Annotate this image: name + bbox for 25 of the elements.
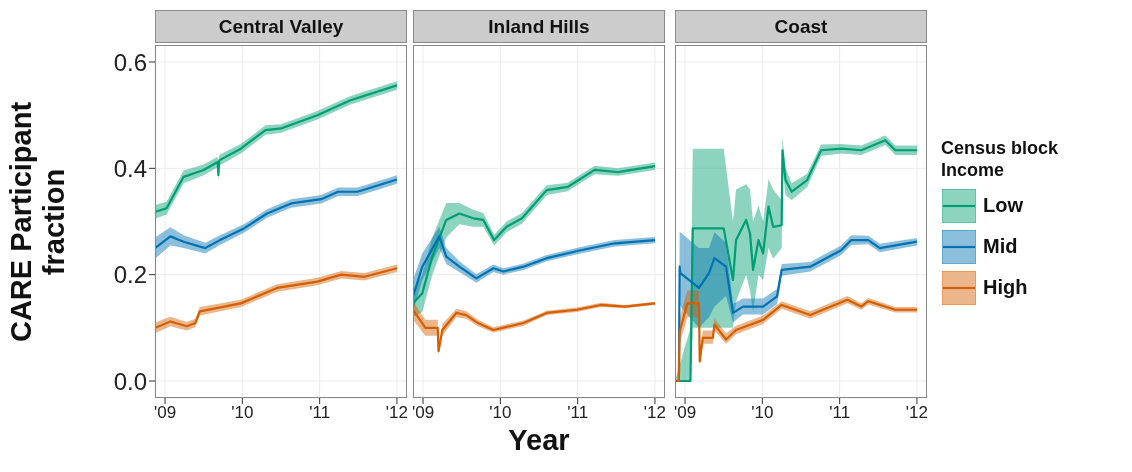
y-tick-label: 0.0 — [113, 367, 147, 395]
legend-label: Low — [983, 194, 1023, 217]
x-tick-label: '12 — [385, 403, 409, 423]
x-tick-label: '11 — [309, 403, 331, 423]
chart-title: Coast — [675, 10, 927, 43]
x-tick-label: '10 — [751, 403, 774, 423]
x-tick-label: '12 — [643, 403, 667, 423]
y-axis-title: CARE Participant fraction — [7, 100, 71, 344]
chart-title: Central Valley — [155, 10, 407, 43]
y-tick-label: 0.6 — [113, 48, 147, 76]
x-tick-label: '11 — [829, 403, 851, 423]
x-tick-label: '09 — [673, 403, 697, 423]
x-tick-label: '09 — [153, 403, 177, 423]
legend-label: High — [983, 276, 1028, 299]
x-tick-label: '11 — [567, 403, 589, 423]
legend-label: Mid — [983, 235, 1018, 258]
y-tick-label: 0.2 — [113, 261, 147, 289]
x-axis-title: Year — [507, 424, 571, 457]
x-tick-label: '10 — [489, 403, 512, 423]
chart-title: Inland Hills — [413, 10, 665, 43]
x-tick-label: '10 — [231, 403, 254, 423]
y-tick-label: 0.4 — [113, 154, 147, 182]
x-tick-label: '12 — [905, 403, 929, 423]
legend-title: Census block Income — [941, 137, 1060, 181]
x-tick-label: '09 — [411, 403, 435, 423]
